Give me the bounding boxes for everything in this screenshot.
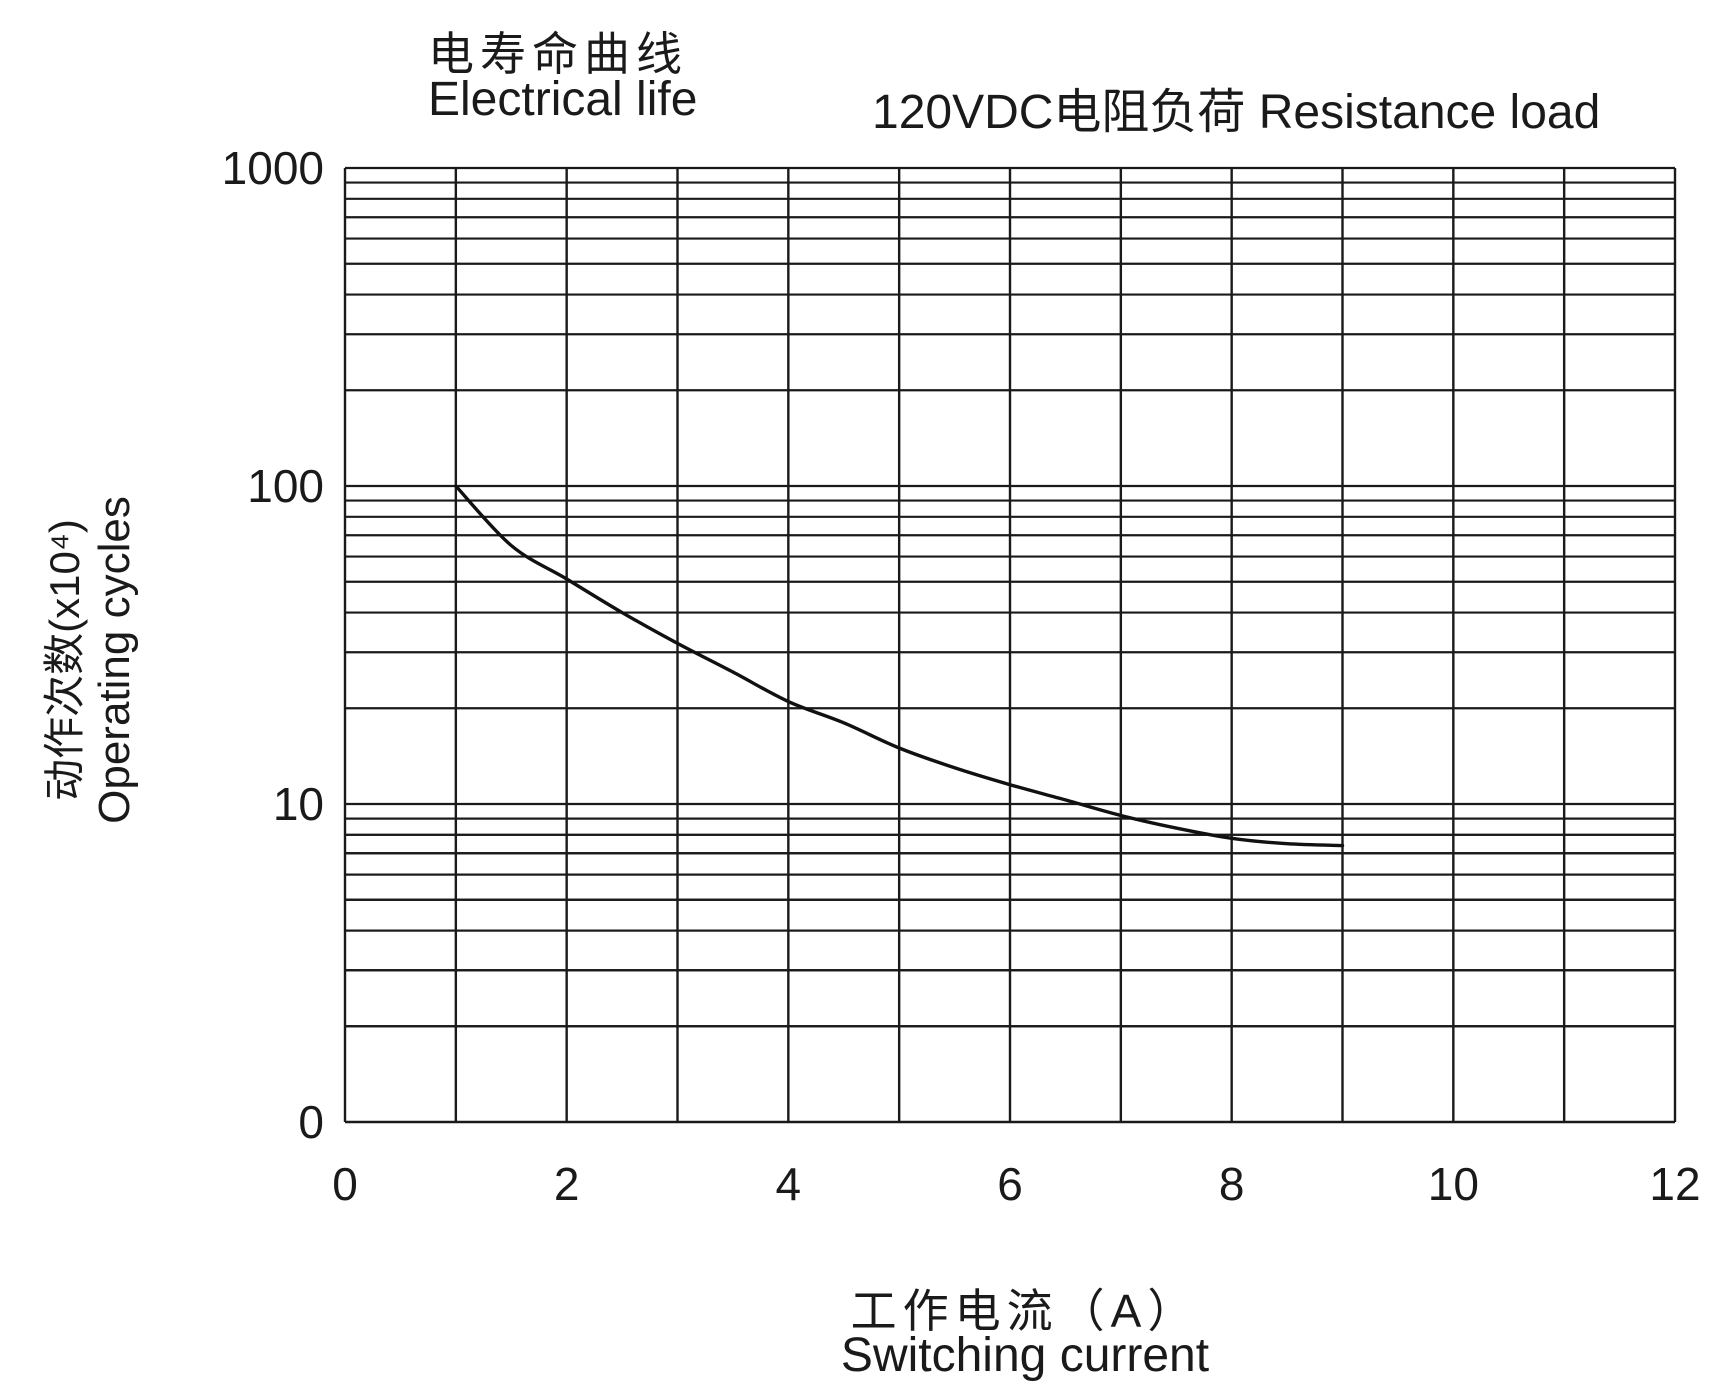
x-axis-label-cn: 工作电流（A） [850,1285,1200,1337]
y-axis-label: Operating cycles [90,496,139,824]
x-tick-label: 4 [776,1158,802,1210]
grid [343,166,1677,1124]
y-tick-label: 0 [298,1096,324,1148]
x-axis-label: Switching current [840,1329,1210,1382]
chart-subtitle: 120VDC电阻负荷 Resistance load [872,86,1601,139]
x-tick-label: 12 [1649,1158,1700,1210]
y-axis-label-cn: 动作次数(x10⁴) [41,519,88,801]
y-tick-label: 10 [273,778,324,830]
x-tick-label: 2 [554,1158,580,1210]
chart-title: Electrical life [428,73,698,126]
y-tick-label: 1000 [222,142,324,194]
series-line [454,484,1345,848]
x-tick-label: 10 [1428,1158,1479,1210]
x-tick-label: 0 [332,1158,358,1210]
x-tick-label: 8 [1219,1158,1245,1210]
x-tick-label: 6 [997,1158,1023,1210]
tick-labels: 0 2 4 6 8 10 12 0 10 100 1000 [222,142,1701,1210]
chart-title-cn: 电寿命曲线 [428,28,688,80]
y-tick-label: 100 [247,460,324,512]
series-layer [454,484,1345,848]
